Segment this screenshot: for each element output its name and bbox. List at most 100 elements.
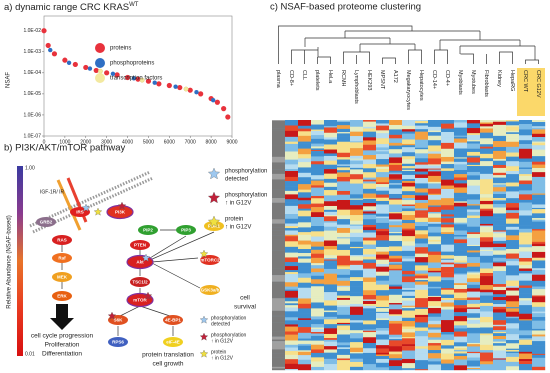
heatmap-band <box>506 286 520 288</box>
heatmap-band <box>324 195 338 202</box>
heatmap-band <box>324 333 338 339</box>
heatmap-band <box>428 324 442 328</box>
heatmap-band <box>350 167 364 170</box>
heatmap-band <box>454 288 468 293</box>
heatmap-band <box>324 205 338 211</box>
heatmap-band <box>415 158 429 163</box>
heatmap-band <box>337 265 351 267</box>
heatmap-band <box>441 161 455 165</box>
point <box>51 51 58 57</box>
heatmap-band <box>415 120 429 122</box>
heatmap-band <box>402 166 416 169</box>
heatmap-band <box>311 335 325 338</box>
heatmap-band <box>337 364 351 371</box>
heatmap-band <box>298 313 312 319</box>
heatmap-band <box>441 164 455 169</box>
heatmap-band <box>415 317 429 323</box>
heatmap-band <box>402 306 416 309</box>
heatmap-band <box>480 216 494 221</box>
heatmap-band <box>376 266 390 272</box>
heatmap-band <box>402 208 416 212</box>
heatmap-band <box>350 131 364 137</box>
heatmap-band <box>298 351 312 356</box>
heatmap-band <box>532 302 546 308</box>
heatmap-band <box>519 369 533 371</box>
heatmap-band <box>480 292 494 296</box>
colorbar-min: 0.01 <box>25 351 35 357</box>
heatmap-band <box>376 259 390 265</box>
heatmap-band <box>298 120 312 126</box>
heatmap-band <box>350 232 364 238</box>
heatmap-band <box>285 311 299 318</box>
heatmap-band <box>376 362 390 368</box>
heatmap-band <box>311 306 325 309</box>
heatmap-band <box>441 272 455 278</box>
heatmap-band <box>350 339 364 343</box>
heatmap-band <box>285 202 299 207</box>
heatmap-band <box>311 344 325 350</box>
heatmap-band <box>402 344 416 347</box>
heatmap-band <box>428 290 442 297</box>
heatmap-band <box>376 254 390 259</box>
heatmap-band <box>324 258 338 260</box>
heatmap-band <box>337 322 351 325</box>
heatmap-band <box>311 308 325 312</box>
heatmap-band <box>272 135 286 141</box>
heatmap-band <box>311 226 325 232</box>
point <box>62 57 68 63</box>
heatmap-band <box>454 331 468 337</box>
heatmap-band <box>389 193 403 199</box>
heatmap-band <box>311 265 325 269</box>
heatmap-band <box>480 223 494 226</box>
heatmap-band <box>350 361 364 368</box>
heatmap-band <box>480 274 494 277</box>
node-label: PDK1 <box>208 223 221 228</box>
arrows <box>61 229 215 336</box>
heatmap-band <box>337 271 351 276</box>
heatmap-band <box>467 143 481 149</box>
heatmap-band <box>350 121 364 126</box>
heatmap-band <box>285 164 299 170</box>
heatmap-band <box>480 120 494 123</box>
heatmap-band <box>532 320 546 324</box>
heatmap-band <box>428 335 442 338</box>
heatmap-band <box>519 215 533 222</box>
heatmap-band <box>402 353 416 360</box>
heatmap-band <box>285 263 299 265</box>
heatmap-band <box>298 256 312 259</box>
heatmap-band <box>428 296 442 302</box>
heatmap-band <box>311 333 325 337</box>
heatmap-band <box>389 284 403 287</box>
heatmap-band <box>415 295 429 299</box>
heatmap-band <box>324 273 338 279</box>
heatmap-band <box>532 323 546 330</box>
heatmap-band <box>272 268 286 273</box>
heatmap-band <box>376 312 390 319</box>
heatmap-band <box>506 178 520 183</box>
point <box>221 106 227 112</box>
heatmap-band <box>454 351 468 354</box>
heatmap-band <box>272 326 286 332</box>
node-label: IRS <box>76 209 84 214</box>
heatmap-band <box>415 234 429 239</box>
heatmap-band <box>506 343 520 349</box>
heatmap-band <box>506 311 520 317</box>
heatmap-band <box>428 151 442 154</box>
heatmap-band <box>363 224 377 228</box>
heatmap-band <box>376 330 390 335</box>
heatmap-band <box>337 183 351 188</box>
heatmap-band <box>454 183 468 188</box>
heatmap-band <box>402 300 416 306</box>
heatmap-band <box>428 328 442 331</box>
heatmap-band <box>402 346 416 351</box>
heatmap-band <box>285 190 299 195</box>
heatmap-band <box>337 152 351 158</box>
heatmap-band <box>272 216 286 220</box>
point <box>152 80 157 85</box>
heatmap-band <box>376 240 390 244</box>
heatmap-band <box>402 211 416 216</box>
heatmap-band <box>337 324 351 326</box>
heatmap-band <box>493 177 507 184</box>
heatmap-band <box>415 365 429 370</box>
heatmap-band <box>337 318 351 324</box>
